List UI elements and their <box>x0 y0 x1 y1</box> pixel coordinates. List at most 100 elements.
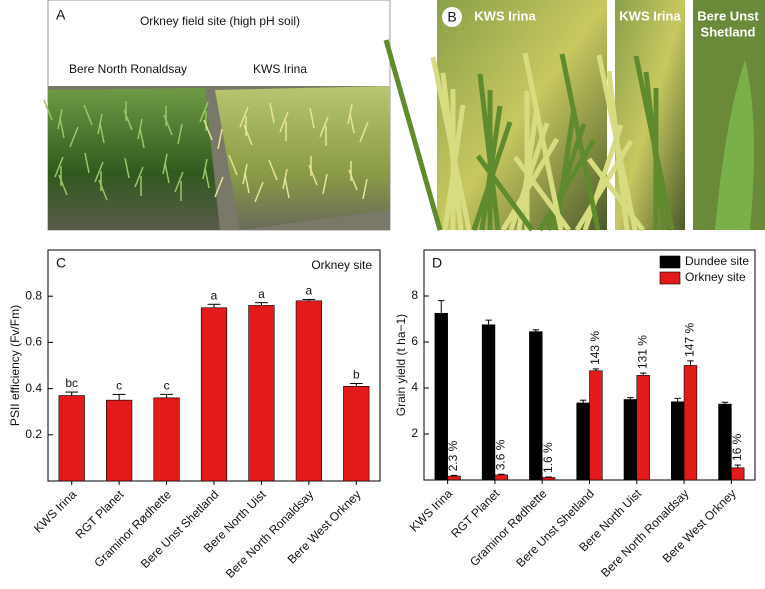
percent-label: 131 % <box>635 335 649 369</box>
y-tick-label: 2 <box>411 426 418 440</box>
leaf <box>59 117 65 139</box>
significance-letter: a <box>258 287 265 301</box>
bar <box>248 305 275 482</box>
error-bar <box>627 397 634 400</box>
bar <box>671 401 685 481</box>
legend-label: Orkney site <box>685 270 746 284</box>
error-bar <box>734 464 741 468</box>
x-tick-label: KWS Irina <box>407 486 455 534</box>
leaf <box>479 105 503 231</box>
crop-plot <box>215 86 390 230</box>
leaf <box>308 164 318 186</box>
error-bar <box>674 397 681 402</box>
leaf <box>217 128 223 150</box>
error-bar <box>302 298 316 301</box>
y-axis-label: PSII efficiency (Fv/Fm) <box>8 305 22 426</box>
significance-letter: c <box>116 379 122 393</box>
error-bar <box>687 360 694 366</box>
leaf <box>204 167 210 189</box>
leaf <box>54 156 64 178</box>
y-tick-label: 8 <box>411 288 418 302</box>
bar <box>200 307 228 482</box>
leaf <box>715 60 754 230</box>
error-bar <box>485 319 492 325</box>
error-bar <box>438 300 445 314</box>
leaf <box>84 152 90 174</box>
y-tick-label: 0.4 <box>25 381 42 395</box>
leaf <box>243 124 253 146</box>
leaf <box>163 114 173 136</box>
panel-letter: B <box>447 9 456 25</box>
leaves <box>43 99 369 203</box>
leaf <box>516 106 540 231</box>
y-axis-label: Grain yield (t ha−1) <box>394 314 408 416</box>
leaf <box>349 112 355 134</box>
leaf <box>268 159 278 181</box>
photo-label: KWS Irina <box>474 8 536 23</box>
bar <box>541 477 556 481</box>
leaf <box>442 104 466 231</box>
leaf <box>348 169 358 191</box>
leaf <box>174 171 184 193</box>
leaf <box>362 178 368 200</box>
leaf <box>279 111 289 133</box>
bar <box>636 375 650 481</box>
error-bar <box>639 372 647 376</box>
leaf <box>244 172 250 194</box>
panel-letter: A <box>56 7 66 23</box>
leaf <box>269 102 275 124</box>
leaf <box>319 116 329 138</box>
chart-title: Orkney site <box>311 258 372 272</box>
error-bar <box>579 399 587 403</box>
x-tick-label: Bere North Ronaldsay <box>223 487 316 580</box>
significance-letter: a <box>211 288 218 302</box>
significance-letter: a <box>306 284 313 298</box>
leaf <box>359 121 369 143</box>
y-tick-label: 0.6 <box>25 335 42 349</box>
y-tick-label: 4 <box>411 380 418 394</box>
error-bar <box>349 383 363 387</box>
percent-label: 147 % <box>683 323 697 357</box>
crop-plot <box>48 88 220 230</box>
bar <box>623 399 638 481</box>
leaf <box>177 123 183 145</box>
panel-letter: C <box>56 255 66 271</box>
bar <box>58 395 85 482</box>
leaf <box>522 52 564 231</box>
bar <box>343 385 370 482</box>
leaf <box>164 162 170 184</box>
percent-label: 16 % <box>730 433 744 461</box>
photo-label: Shetland <box>701 24 756 39</box>
leaf <box>94 161 104 183</box>
leaf <box>214 176 224 198</box>
leaf <box>254 181 264 203</box>
leaf <box>383 39 443 231</box>
bar <box>153 397 180 482</box>
error-bar <box>498 473 505 475</box>
letter-badge <box>442 7 462 27</box>
error-bar <box>592 368 600 371</box>
error-bar <box>160 393 173 398</box>
leaf <box>124 157 130 179</box>
bar <box>589 370 603 481</box>
leaf <box>69 126 79 148</box>
error-bar <box>532 329 540 332</box>
legend-swatch <box>659 255 681 269</box>
leaf <box>199 101 209 123</box>
leaf <box>123 109 133 131</box>
y-tick-label: 0.8 <box>25 288 42 302</box>
y-tick-label: 6 <box>411 334 418 348</box>
leaf <box>559 53 601 231</box>
photo-label: Bere North Ronaldsay <box>69 62 187 76</box>
bar <box>683 365 698 481</box>
significance-letter: b <box>353 368 360 382</box>
significance-letter: c <box>164 379 170 393</box>
photo-a: A Orkney field site (high pH soil) Bere … <box>43 0 391 231</box>
leaf <box>239 106 249 128</box>
bar <box>106 399 133 482</box>
x-tick-label: Bere North Ronaldsay <box>598 486 691 579</box>
error-bar <box>65 391 79 396</box>
percent-label: 143 % <box>588 331 602 365</box>
bar <box>295 300 322 482</box>
